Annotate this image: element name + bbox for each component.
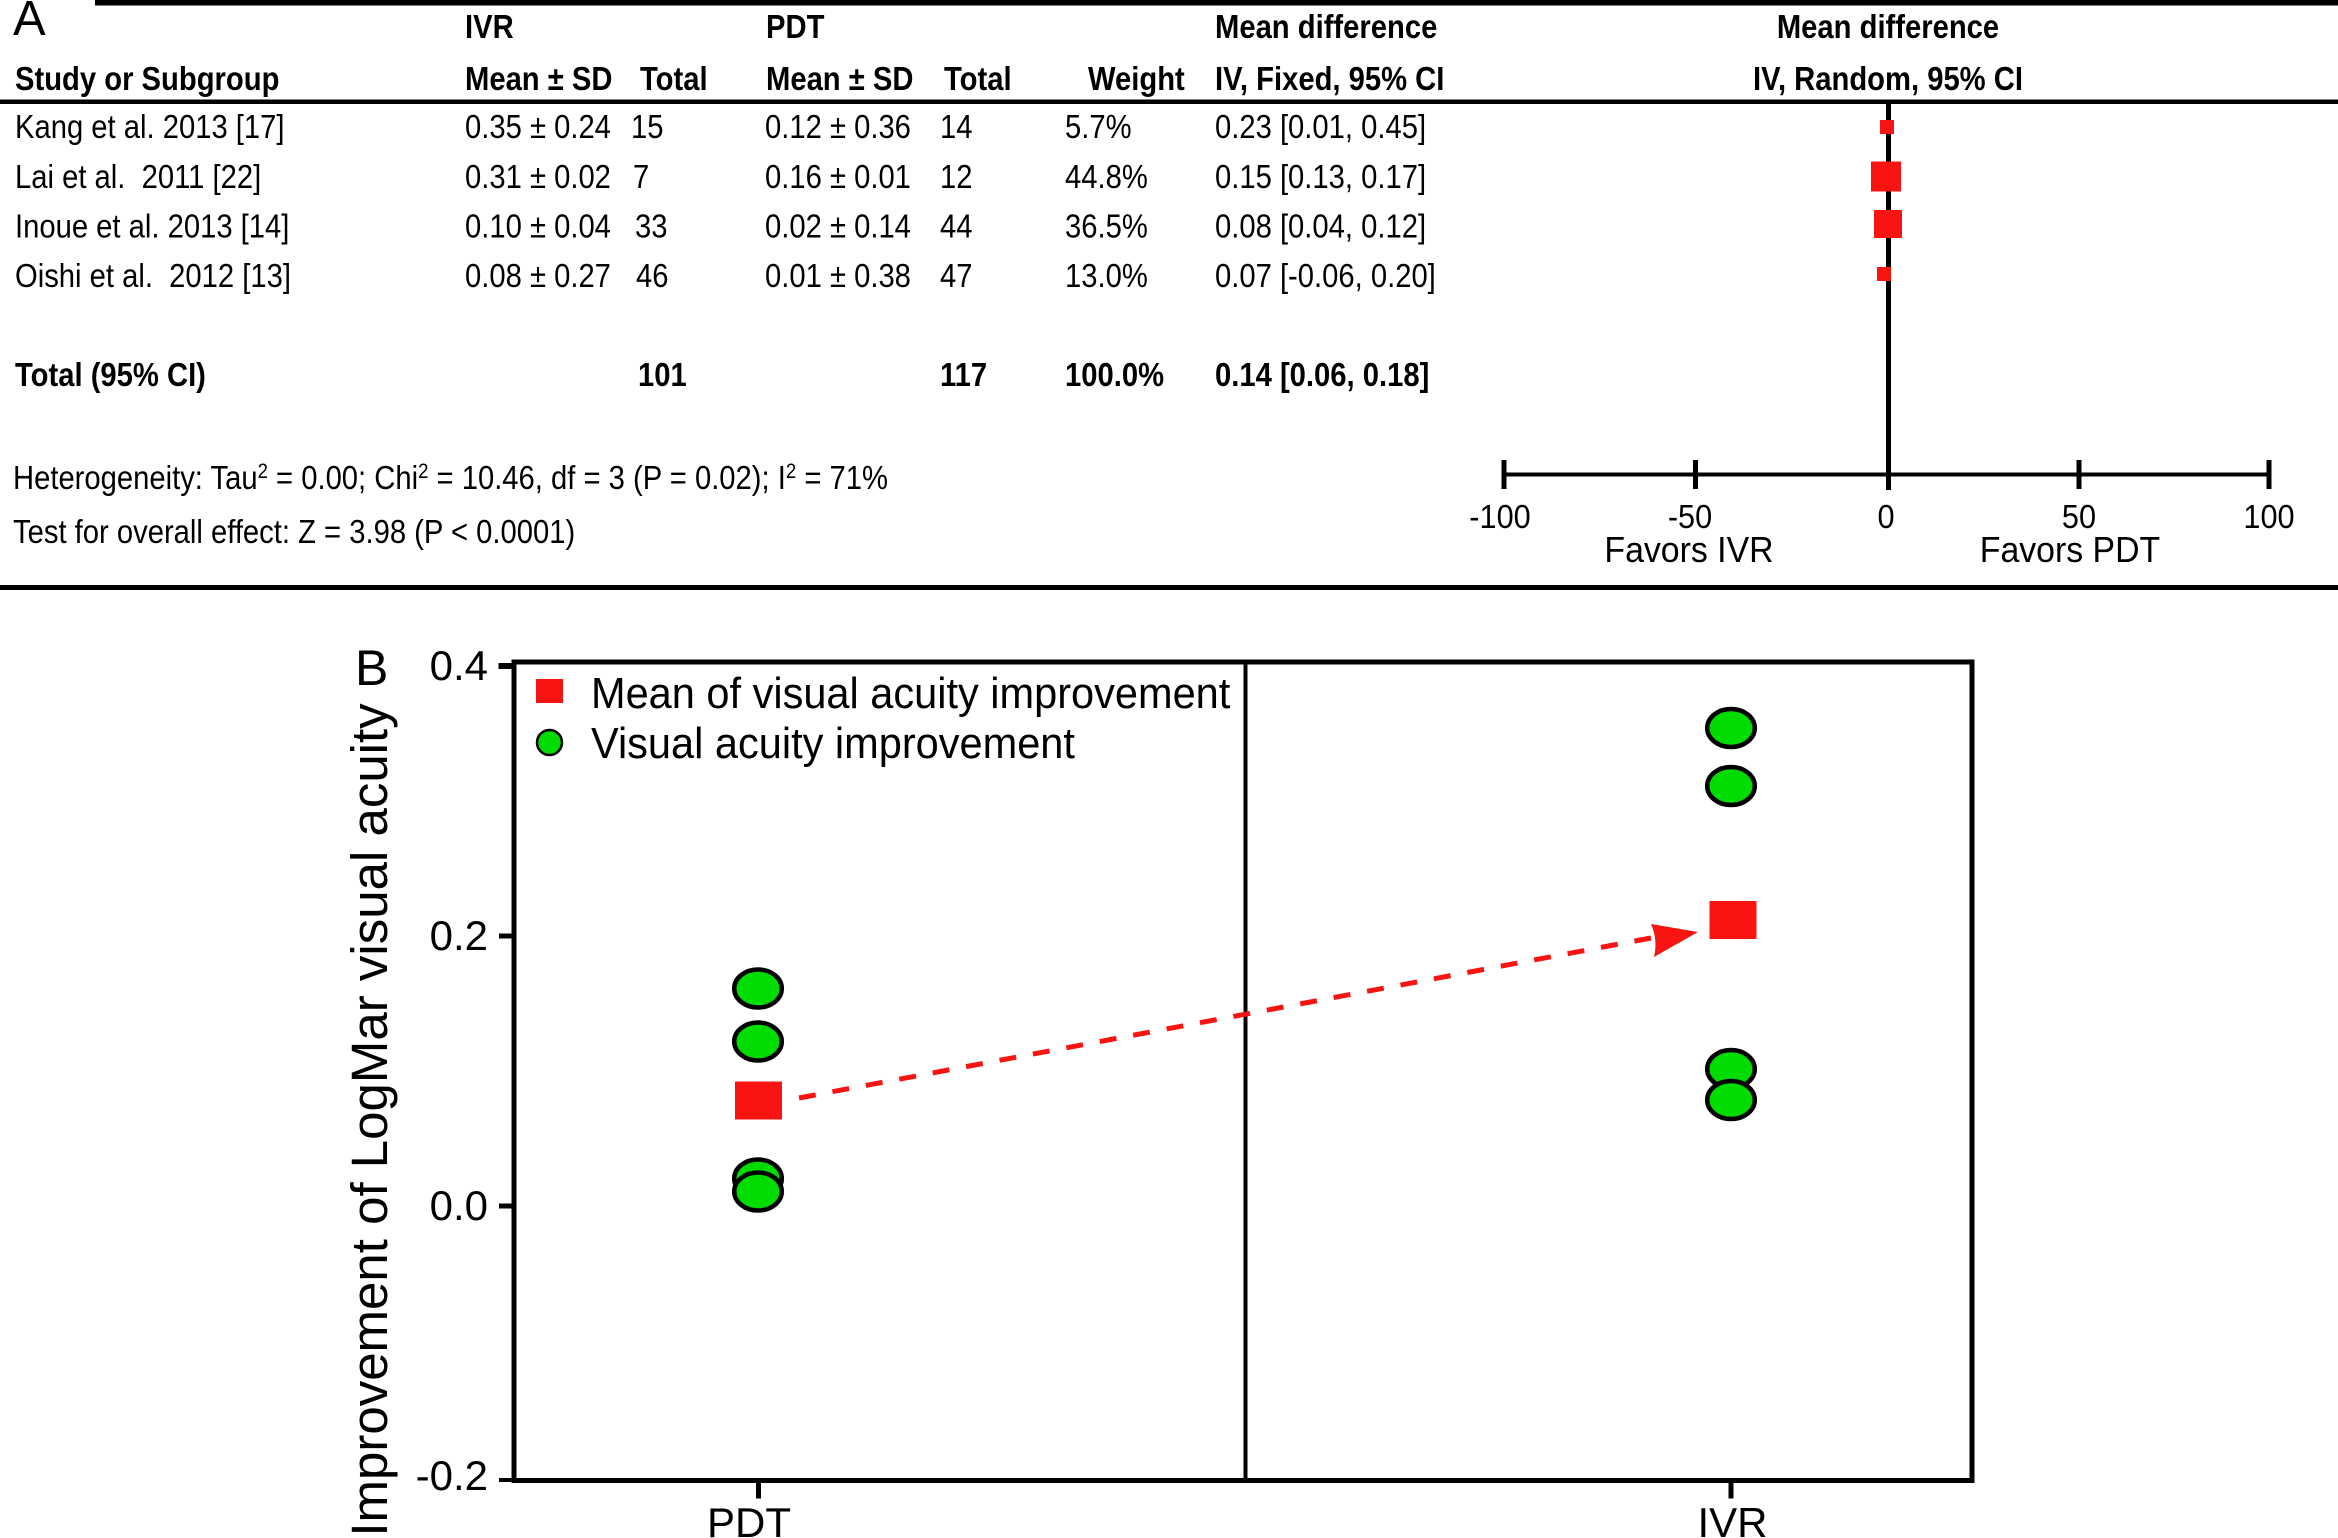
svg-text:Oishi et al. 2012 [13]: Oishi et al. 2012 [13] (15, 257, 291, 294)
svg-text:0.31 ± 0.02: 0.31 ± 0.02 (465, 158, 611, 195)
svg-text:12: 12 (940, 158, 972, 195)
svg-text:0.14 [0.06, 0.18]: 0.14 [0.06, 0.18] (1215, 356, 1429, 393)
svg-text:Visual acuity improvement: Visual acuity improvement (591, 719, 1075, 768)
svg-text:Mean difference: Mean difference (1777, 8, 1999, 45)
svg-text:0.15 [0.13, 0.17]: 0.15 [0.13, 0.17] (1215, 158, 1426, 195)
svg-text:Kang et al. 2013 [17]: Kang et al. 2013 [17] (15, 108, 285, 145)
svg-text:0.4: 0.4 (430, 642, 488, 689)
svg-text:0.08 [0.04, 0.12]: 0.08 [0.04, 0.12] (1215, 208, 1426, 245)
svg-text:100: 100 (2243, 498, 2294, 535)
svg-text:Favors IVR: Favors IVR (1604, 530, 1773, 570)
svg-text:Test for overall effect: Z = 3: Test for overall effect: Z = 3.98 (P < 0… (13, 513, 575, 550)
svg-text:0.10 ± 0.04: 0.10 ± 0.04 (465, 208, 611, 245)
svg-text:0.16 ± 0.01: 0.16 ± 0.01 (765, 158, 911, 195)
svg-text:117: 117 (940, 356, 987, 393)
svg-text:36.5%: 36.5% (1065, 208, 1148, 245)
svg-text:0.08 ± 0.27: 0.08 ± 0.27 (465, 257, 611, 294)
svg-text:IV, Random, 95% CI: IV, Random, 95% CI (1753, 60, 2023, 97)
svg-text:0.23 [0.01, 0.45]: 0.23 [0.01, 0.45] (1215, 108, 1426, 145)
svg-text:0.07 [-0.06, 0.20]: 0.07 [-0.06, 0.20] (1215, 257, 1436, 294)
svg-text:-100: -100 (1469, 498, 1530, 535)
svg-text:5.7%: 5.7% (1065, 108, 1132, 145)
svg-text:0.01 ± 0.38: 0.01 ± 0.38 (765, 257, 911, 294)
svg-text:Mean difference: Mean difference (1215, 8, 1437, 45)
svg-text:PDT: PDT (707, 1499, 791, 1538)
svg-text:Total: Total (944, 60, 1012, 97)
svg-text:PDT: PDT (766, 8, 824, 45)
svg-text:Heterogeneity: Tau2 = 0.00; Ch: Heterogeneity: Tau2 = 0.00; Chi2 = 10.46… (13, 459, 888, 496)
svg-text:Mean ± SD: Mean ± SD (766, 60, 913, 97)
svg-text:Study or Subgroup: Study or Subgroup (15, 60, 279, 97)
svg-text:IVR: IVR (465, 8, 514, 45)
svg-text:Weight: Weight (1088, 60, 1185, 97)
svg-text:0.0: 0.0 (430, 1182, 488, 1229)
svg-text:47: 47 (940, 257, 972, 294)
svg-text:0.02 ± 0.14: 0.02 ± 0.14 (765, 208, 911, 245)
svg-text:44.8%: 44.8% (1065, 158, 1148, 195)
svg-text:100.0%: 100.0% (1065, 356, 1164, 393)
svg-text:46: 46 (636, 257, 668, 294)
svg-text:13.0%: 13.0% (1065, 257, 1148, 294)
svg-text:0.35 ± 0.24: 0.35 ± 0.24 (465, 108, 611, 145)
svg-text:Mean ± SD: Mean ± SD (465, 60, 612, 97)
svg-text:IV, Fixed, 95% CI: IV, Fixed, 95% CI (1215, 60, 1444, 97)
svg-text:B: B (355, 640, 388, 696)
svg-text:101: 101 (638, 356, 687, 393)
svg-text:15: 15 (631, 108, 663, 145)
svg-text:33: 33 (635, 208, 667, 245)
svg-text:0: 0 (1877, 498, 1894, 535)
svg-text:-50: -50 (1668, 498, 1712, 535)
svg-text:50: 50 (2062, 498, 2096, 535)
svg-text:A: A (13, 0, 46, 46)
svg-text:7: 7 (633, 158, 649, 195)
svg-text:Total: Total (640, 60, 708, 97)
svg-text:Inoue et al. 2013 [14]: Inoue et al. 2013 [14] (15, 208, 289, 245)
svg-text:Favors PDT: Favors PDT (1980, 530, 2160, 570)
svg-text:Mean of visual acuity improvem: Mean of visual acuity improvement (591, 669, 1230, 718)
svg-text:0.12 ± 0.36: 0.12 ± 0.36 (765, 108, 911, 145)
svg-text:0.2: 0.2 (430, 912, 488, 959)
svg-text:14: 14 (940, 108, 972, 145)
svg-text:IVR: IVR (1697, 1499, 1767, 1538)
svg-text:Lai et al. 2011 [22]: Lai et al. 2011 [22] (15, 158, 261, 195)
svg-text:Improvement of LogMar visual a: Improvement of LogMar visual acuity (341, 703, 398, 1537)
svg-text:Total (95% CI): Total (95% CI) (15, 356, 206, 393)
svg-text:-0.2: -0.2 (416, 1452, 488, 1499)
svg-text:44: 44 (940, 208, 972, 245)
